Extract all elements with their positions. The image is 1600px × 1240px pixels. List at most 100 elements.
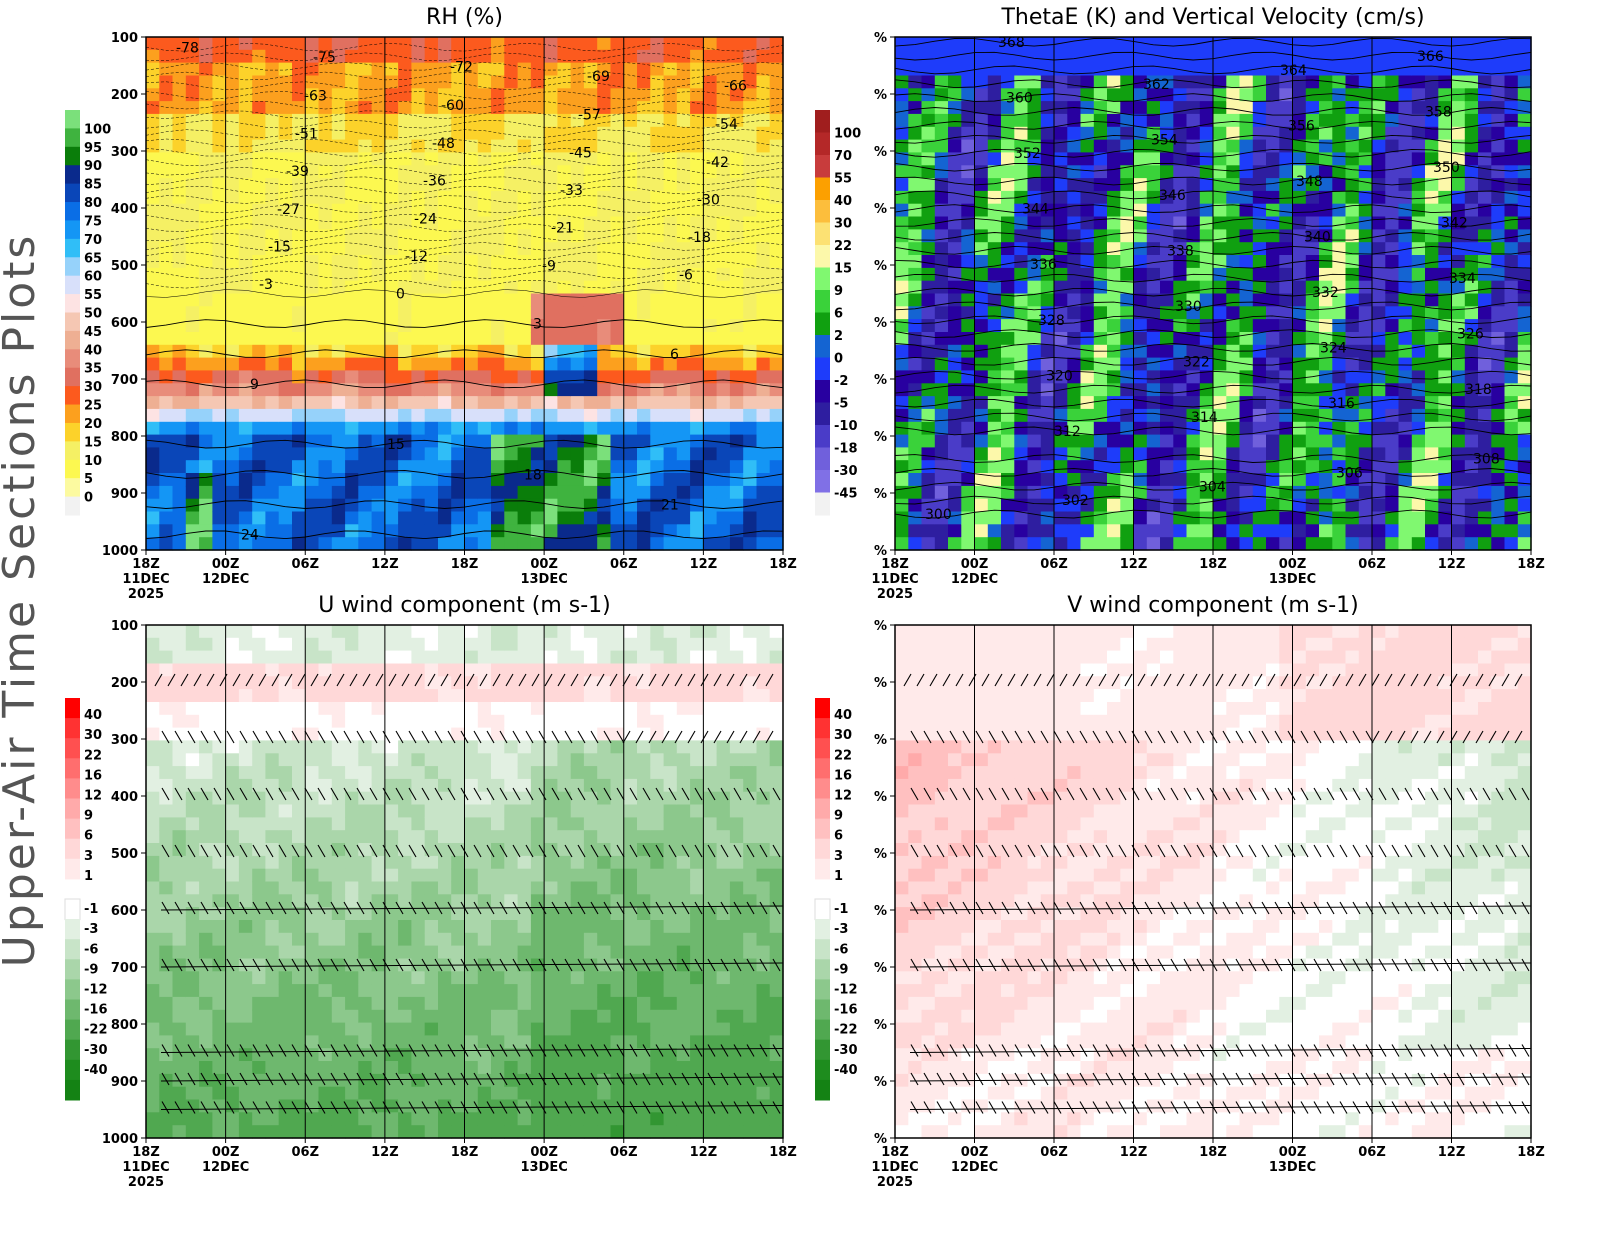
field-cell xyxy=(239,486,253,499)
field-cell xyxy=(664,370,678,383)
field-cell xyxy=(975,345,989,358)
field-cell xyxy=(975,319,989,332)
field-cell xyxy=(1412,396,1426,409)
field-cell xyxy=(305,946,319,959)
field-cell xyxy=(597,88,611,101)
field-cell xyxy=(345,715,359,728)
field-cell xyxy=(173,1023,187,1036)
field-cell xyxy=(372,306,386,319)
field-cell xyxy=(624,101,638,114)
colorbar-bin xyxy=(65,257,80,276)
field-cell xyxy=(226,383,240,396)
field-cell xyxy=(319,1061,333,1074)
field-cell xyxy=(265,140,279,153)
field-cell xyxy=(279,435,293,448)
contour-label: 342 xyxy=(1441,216,1468,232)
field-cell xyxy=(677,178,691,191)
field-cell xyxy=(385,625,399,638)
field-cell xyxy=(332,817,346,830)
field-cell xyxy=(975,204,989,217)
field-cell xyxy=(703,63,717,76)
field-cell xyxy=(1094,114,1108,127)
field-cell xyxy=(332,830,346,843)
field-cell xyxy=(173,715,187,728)
field-cell xyxy=(1147,537,1161,550)
field-cell xyxy=(1226,473,1240,486)
field-cell xyxy=(597,345,611,358)
field-cell xyxy=(212,638,226,651)
field-cell xyxy=(465,294,479,307)
field-cell xyxy=(478,255,492,268)
field-cell xyxy=(948,447,962,460)
field-cell xyxy=(948,422,962,435)
field-cell xyxy=(650,165,664,178)
field-cell xyxy=(292,920,306,933)
field-cell xyxy=(372,625,386,638)
field-cell xyxy=(961,294,975,307)
field-cell xyxy=(279,869,293,882)
field-cell xyxy=(1094,140,1108,153)
field-cell xyxy=(664,294,678,307)
field-cell xyxy=(199,894,213,907)
field-cell xyxy=(305,1087,319,1100)
field-cell xyxy=(1014,63,1028,76)
field-cell xyxy=(1306,306,1320,319)
field-cell xyxy=(292,1023,306,1036)
field-cell xyxy=(1399,396,1413,409)
field-cell xyxy=(252,178,266,191)
field-cell xyxy=(372,676,386,689)
field-cell xyxy=(531,229,545,242)
field-cell xyxy=(186,894,200,907)
panel-1: -78-75-72-69-66-63-60-57-54-51-48-45-42-… xyxy=(65,5,797,602)
field-cell xyxy=(518,383,532,396)
x-year-label: 2025 xyxy=(877,587,913,602)
field-cell xyxy=(1001,114,1015,127)
field-cell xyxy=(319,984,333,997)
field-cell xyxy=(611,396,625,409)
contour-label: -3 xyxy=(259,277,273,293)
field-cell xyxy=(1094,178,1108,191)
field-cell xyxy=(895,435,909,448)
field-cell xyxy=(385,63,399,76)
contour-label: 360 xyxy=(1006,91,1033,107)
field-cell xyxy=(504,332,518,345)
field-cell xyxy=(385,753,399,766)
field-cell xyxy=(1359,486,1373,499)
field-cell xyxy=(173,817,187,830)
field-cell xyxy=(173,447,187,460)
field-cell xyxy=(743,229,757,242)
field-cell xyxy=(1200,383,1214,396)
colorbar-label: 15 xyxy=(834,262,852,277)
field-cell xyxy=(358,740,372,753)
field-cell xyxy=(1452,178,1466,191)
field-cell xyxy=(1200,319,1214,332)
field-cell xyxy=(518,447,532,460)
field-cell xyxy=(730,383,744,396)
field-cell xyxy=(1200,294,1214,307)
field-cell xyxy=(372,319,386,332)
field-cell xyxy=(1200,229,1214,242)
field-cell xyxy=(199,127,213,140)
field-cell xyxy=(212,817,226,830)
field-cell xyxy=(650,332,664,345)
field-cell xyxy=(1001,537,1015,550)
field-cell xyxy=(478,473,492,486)
field-cell xyxy=(1425,88,1439,101)
field-cell xyxy=(332,127,346,140)
field-cell xyxy=(1438,473,1452,486)
field-cell xyxy=(557,383,571,396)
field-cell xyxy=(664,217,678,230)
field-cell xyxy=(292,1087,306,1100)
colorbar-label: 2 xyxy=(834,329,843,344)
field-cell xyxy=(1081,140,1095,153)
field-cell xyxy=(1253,383,1267,396)
field-cell xyxy=(1187,460,1201,473)
field-cell xyxy=(1014,217,1028,230)
field-cell xyxy=(1319,383,1333,396)
field-cell xyxy=(212,114,226,127)
field-cell xyxy=(717,512,731,525)
field-cell xyxy=(504,50,518,63)
field-cell xyxy=(518,512,532,525)
field-cell xyxy=(1107,486,1121,499)
